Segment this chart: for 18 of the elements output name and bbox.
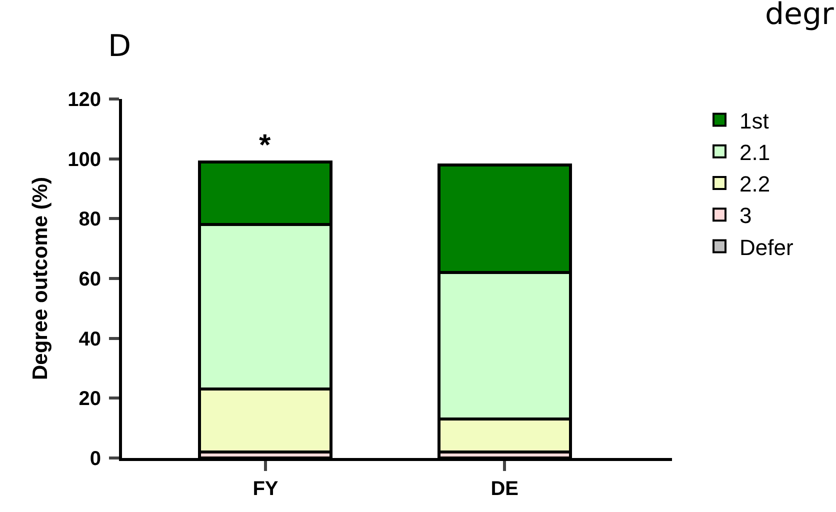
y-tick-label: 40 [78, 328, 101, 350]
text: degr [765, 0, 835, 32]
legend-label: 2.2 [740, 172, 770, 197]
y-tick-label: 20 [78, 388, 101, 410]
y-tick-label: 120 [68, 89, 101, 111]
y-axis-title: Degree outcome (%) [28, 176, 52, 380]
x-tick-label: DE [490, 478, 519, 500]
legend-label: 2.1 [740, 140, 770, 165]
y-tick-label: 100 [68, 148, 101, 171]
y-tick-label: 60 [78, 268, 101, 290]
legend-label: Defer [740, 234, 794, 260]
text: D [108, 29, 132, 64]
x-tick-label: FY [252, 478, 279, 500]
y-tick-label: 80 [78, 208, 101, 231]
y-tick-label: 0 [90, 448, 101, 470]
legend-label: 1st [740, 108, 769, 134]
legend-label: 3 [740, 203, 752, 228]
annotation: * [259, 129, 271, 162]
